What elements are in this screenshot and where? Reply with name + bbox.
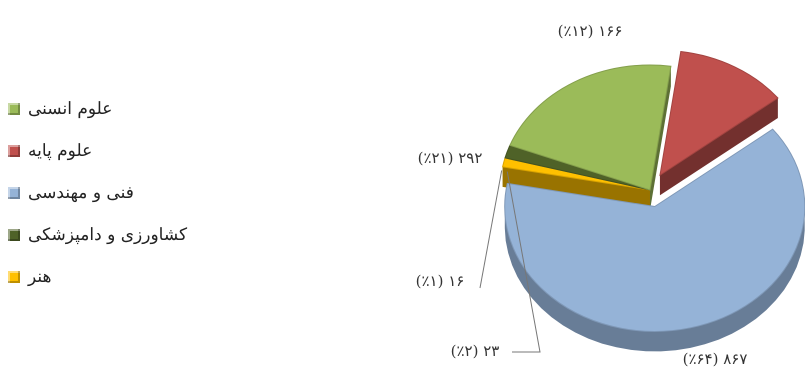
pie-slice-wall: [659, 97, 778, 196]
data-label: (٪۲۱) ۲۹۲: [418, 149, 483, 167]
pie-slice: [509, 64, 672, 191]
data-label: (٪۱) ۱۶: [416, 272, 465, 290]
data-label: (٪۱۲) ۱۶۶: [558, 22, 623, 40]
leader-line: [479, 170, 503, 289]
pie-slice: [504, 128, 805, 332]
legend-label: کشاورزی و دامپزشکی: [28, 225, 188, 245]
legend-item: کشاورزی و دامپزشکی: [8, 214, 187, 256]
pie-slice-wall: [650, 66, 671, 210]
legend-swatch: [8, 103, 20, 115]
legend-item: علوم انسنی: [8, 88, 187, 130]
data-label: (٪۶۴) ۸۶۷: [683, 350, 748, 368]
legend-item: هنر: [8, 256, 187, 298]
data-label: (٪۲) ۲۳: [451, 342, 500, 360]
legend-label: علوم انسنی: [28, 99, 113, 119]
pie-slice: [659, 50, 779, 177]
legend-item: فنی و مهندسی: [8, 172, 187, 214]
pie-slice-side: [504, 208, 805, 352]
legend-label: علوم پایه: [28, 141, 93, 161]
legend: علوم انسنی علوم پایه فنی و مهندسی کشاورز…: [8, 88, 187, 298]
legend-label: هنر: [28, 267, 52, 287]
pie-slice-wall: [502, 166, 650, 210]
legend-swatch: [8, 229, 20, 241]
leader-line: [506, 171, 541, 353]
legend-swatch: [8, 187, 20, 199]
legend-label: فنی و مهندسی: [28, 183, 134, 203]
legend-swatch: [8, 271, 20, 283]
legend-item: علوم پایه: [8, 130, 187, 172]
legend-swatch: [8, 145, 20, 157]
